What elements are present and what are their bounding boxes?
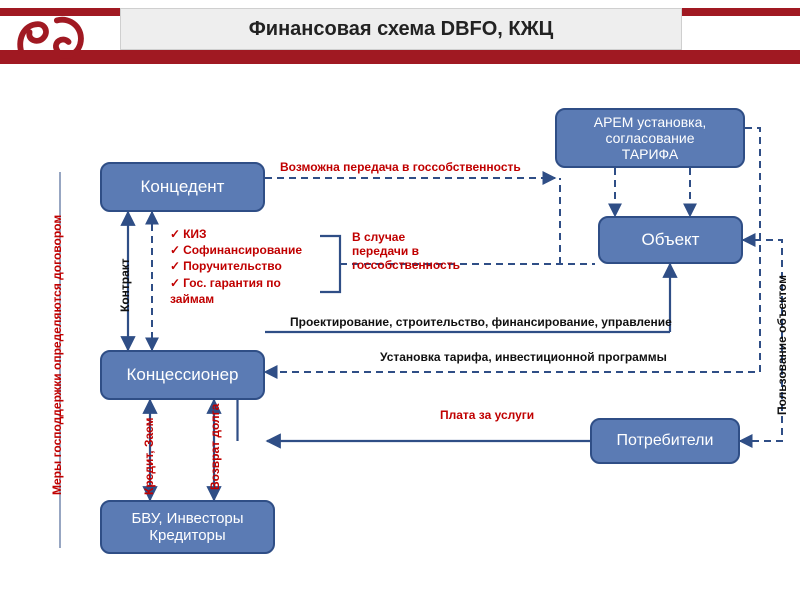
node-concession: Концессионер <box>100 350 265 400</box>
label-gov-support: Меры господдержки определяются договором <box>50 215 64 495</box>
node-arem: АРЕМ установка,согласованиеТАРИФА <box>555 108 745 168</box>
label-kredit: Кредит, Заем <box>142 417 156 495</box>
label-possible-transfer: Возможна передача в госсобственность <box>280 160 521 174</box>
node-bvu: БВУ, ИнвесторыКредиторы <box>100 500 275 554</box>
diagram-stage: Финансовая схема DBFO, КЖЦ АРЕМ установк… <box>0 0 800 600</box>
label-tariff-invest: Установка тарифа, инвестиционной програм… <box>380 350 667 364</box>
header: Финансовая схема DBFO, КЖЦ <box>0 8 800 66</box>
label-vozvrat: Возврат долга <box>208 404 222 490</box>
header-band-bottom <box>0 50 800 64</box>
label-in-case-transfer: В случаепередачи вгоссобственность <box>352 230 460 272</box>
page-title: Финансовая схема DBFO, КЖЦ <box>120 8 682 50</box>
label-use-object: Пользование объектом <box>775 275 789 415</box>
ornament-icon <box>12 10 90 68</box>
support-measures-list: КИЗСофинансированиеПоручительствоГос. га… <box>170 226 302 307</box>
node-consumers: Потребители <box>590 418 740 464</box>
label-kontrakt: Контракт <box>118 258 132 312</box>
label-fee: Плата за услуги <box>440 408 534 422</box>
node-concedent: Концедент <box>100 162 265 212</box>
node-object: Объект <box>598 216 743 264</box>
label-design-build: Проектирование, строительство, финансиро… <box>290 315 672 329</box>
